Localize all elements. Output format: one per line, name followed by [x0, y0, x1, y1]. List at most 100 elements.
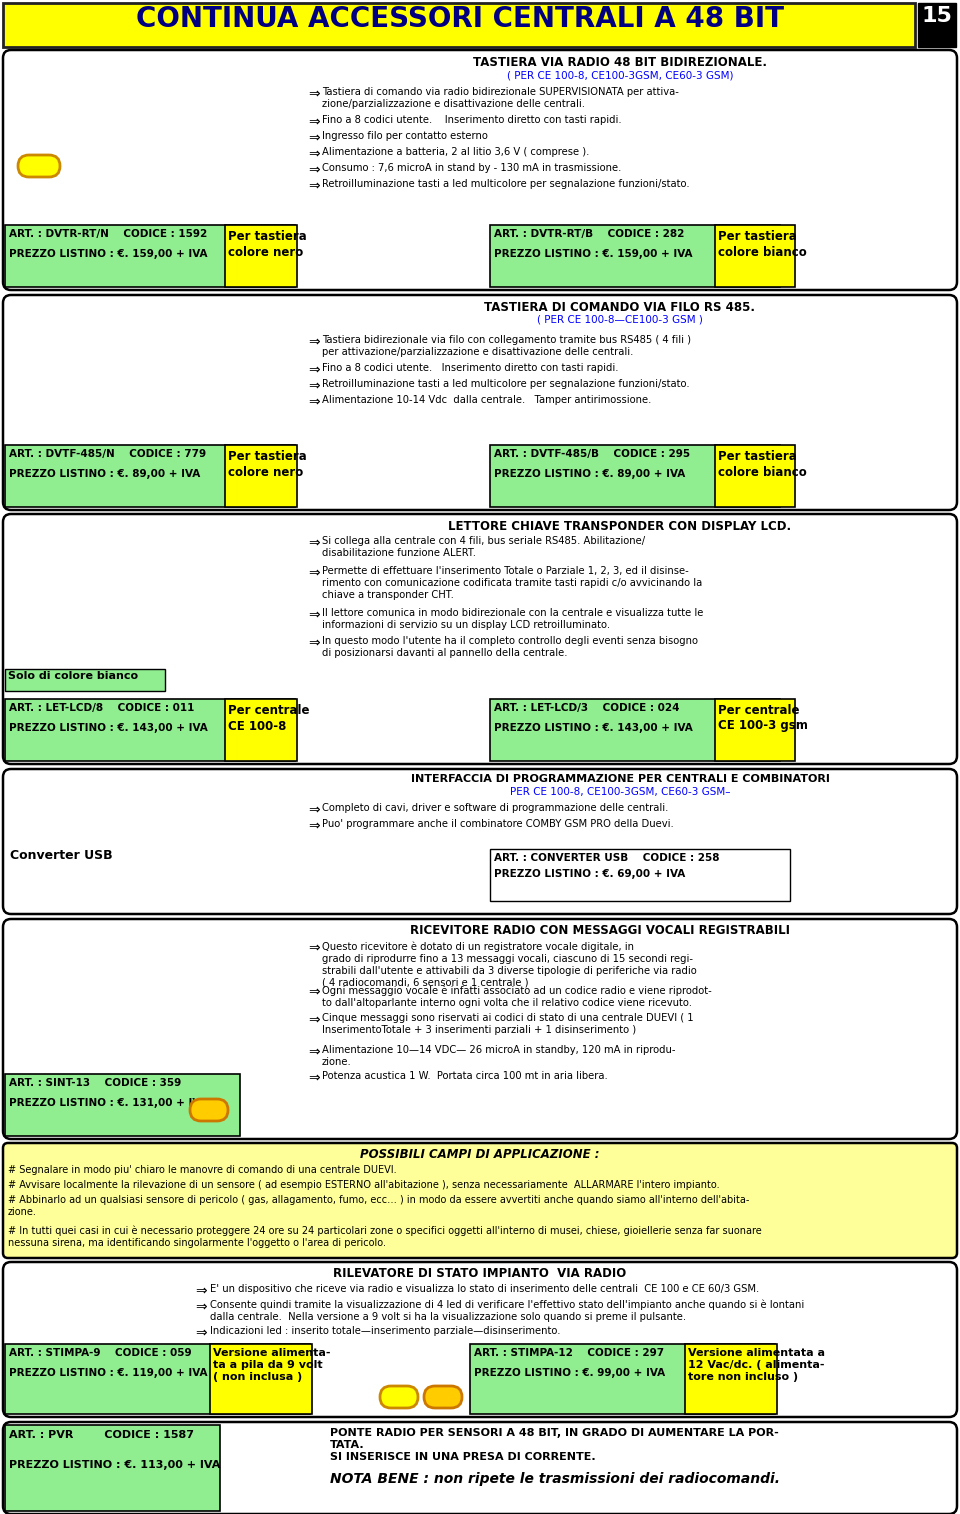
Text: ADL: ADL — [432, 1387, 454, 1397]
Text: Versione alimenta-
ta a pila da 9 volt
( non inclusa ): Versione alimenta- ta a pila da 9 volt (… — [213, 1347, 330, 1382]
Text: Retroilluminazione tasti a led multicolore per segnalazione funzioni/stato.: Retroilluminazione tasti a led multicolo… — [322, 378, 689, 389]
Text: # In tutti quei casi in cui è necessario proteggere 24 ore su 24 particolari zon: # In tutti quei casi in cui è necessario… — [8, 1225, 761, 1248]
Bar — [5, 1344, 310, 1414]
Bar — [5, 1073, 240, 1136]
Text: Converter USB: Converter USB — [10, 849, 112, 861]
Text: Tastiera bidirezionale via filo con collegamento tramite bus RS485 ( 4 fili )
pe: Tastiera bidirezionale via filo con coll… — [322, 335, 691, 357]
Text: INTERFACCIA DI PROGRAMMAZIONE PER CENTRALI E COMBINATORI: INTERFACCIA DI PROGRAMMAZIONE PER CENTRA… — [411, 774, 829, 784]
Bar — [5, 699, 295, 762]
Text: In questo modo l'utente ha il completo controllo degli eventi senza bisogno
di p: In questo modo l'utente ha il completo c… — [322, 636, 698, 659]
Text: Per tastiera
colore bianco: Per tastiera colore bianco — [718, 230, 806, 259]
Text: # Segnalare in modo piu' chiaro le manovre di comando di una centrale DUEVI.: # Segnalare in modo piu' chiaro le manov… — [8, 1164, 396, 1175]
Text: Questo ricevitore è dotato di un registratore vocale digitale, in
grado di ripro: Questo ricevitore è dotato di un registr… — [322, 942, 697, 987]
Text: Alimentazione 10-14 Vdc  dalla centrale.   Tamper antirimossione.: Alimentazione 10-14 Vdc dalla centrale. … — [322, 395, 652, 406]
Text: RILEVATORE DI STATO IMPIANTO  VIA RADIO: RILEVATORE DI STATO IMPIANTO VIA RADIO — [333, 1267, 627, 1279]
Text: ⇒: ⇒ — [308, 819, 320, 833]
Text: ⇒: ⇒ — [308, 115, 320, 129]
Text: LETTORE CHIAVE TRANSPONDER CON DISPLAY LCD.: LETTORE CHIAVE TRANSPONDER CON DISPLAY L… — [448, 519, 792, 533]
Text: Fino a 8 codici utente.    Inserimento diretto con tasti rapidi.: Fino a 8 codici utente. Inserimento dire… — [322, 115, 622, 126]
Text: TASTIERA VIA RADIO 48 BIT BIDIREZIONALE.: TASTIERA VIA RADIO 48 BIT BIDIREZIONALE. — [473, 56, 767, 70]
Text: ART. : DVTR-RT/B    CODICE : 282: ART. : DVTR-RT/B CODICE : 282 — [494, 229, 684, 239]
Text: POSSIBILI CAMPI DI APPLICAZIONE :: POSSIBILI CAMPI DI APPLICAZIONE : — [360, 1148, 600, 1161]
Text: ⇒: ⇒ — [308, 536, 320, 550]
Text: ART. : DVTF-485/N    CODICE : 779: ART. : DVTF-485/N CODICE : 779 — [9, 450, 206, 459]
Text: ⇒: ⇒ — [308, 86, 320, 101]
Bar — [490, 445, 780, 507]
Text: Alimentazione a batteria, 2 al litio 3,6 V ( comprese ).: Alimentazione a batteria, 2 al litio 3,6… — [322, 147, 589, 157]
Text: Il lettore comunica in modo bidirezionale con la centrale e visualizza tutte le
: Il lettore comunica in modo bidirezional… — [322, 609, 704, 630]
Bar — [5, 669, 165, 690]
Text: TASTIERA DI COMANDO VIA FILO RS 485.: TASTIERA DI COMANDO VIA FILO RS 485. — [485, 301, 756, 313]
Text: PREZZO LISTINO : €. 131,00 + IVA: PREZZO LISTINO : €. 131,00 + IVA — [9, 1098, 207, 1108]
Text: ⇒: ⇒ — [308, 164, 320, 177]
Bar — [470, 1344, 775, 1414]
FancyBboxPatch shape — [3, 1422, 957, 1514]
FancyBboxPatch shape — [3, 513, 957, 765]
Text: Per tastiera
colore bianco: Per tastiera colore bianco — [718, 450, 806, 478]
Bar — [685, 1344, 777, 1414]
Bar — [3, 3, 915, 47]
Text: RICEVITORE RADIO CON MESSAGGI VOCALI REGISTRABILI: RICEVITORE RADIO CON MESSAGGI VOCALI REG… — [410, 924, 790, 937]
Text: ⇒: ⇒ — [308, 179, 320, 192]
FancyBboxPatch shape — [3, 50, 957, 291]
Text: ⇒: ⇒ — [308, 609, 320, 622]
Bar — [490, 226, 780, 288]
Text: ⇒: ⇒ — [195, 1301, 206, 1314]
Text: ⇒: ⇒ — [308, 1045, 320, 1058]
Text: Cinque messaggi sono riservati ai codici di stato di una centrale DUEVI ( 1
Inse: Cinque messaggi sono riservati ai codici… — [322, 1013, 694, 1036]
Text: # Abbinarlo ad un qualsiasi sensore di pericolo ( gas, allagamento, fumo, ecc… ): # Abbinarlo ad un qualsiasi sensore di p… — [8, 1195, 750, 1217]
Text: ⇒: ⇒ — [308, 1070, 320, 1086]
Text: PREZZO LISTINO : €. 89,00 + IVA: PREZZO LISTINO : €. 89,00 + IVA — [9, 469, 201, 478]
Text: ADL: ADL — [198, 1101, 220, 1110]
Text: Versione alimentata a
12 Vac/dc. ( alimenta-
tore non incluso ): Versione alimentata a 12 Vac/dc. ( alime… — [688, 1347, 825, 1382]
Text: PREZZO LISTINO : €. 159,00 + IVA: PREZZO LISTINO : €. 159,00 + IVA — [9, 248, 207, 259]
Text: ⇒: ⇒ — [308, 636, 320, 650]
Text: ART. : LET-LCD/3    CODICE : 024: ART. : LET-LCD/3 CODICE : 024 — [494, 702, 680, 713]
Text: ART. : STIMPA-9    CODICE : 059: ART. : STIMPA-9 CODICE : 059 — [9, 1347, 192, 1358]
Text: Ogni messaggio vocale è infatti associato ad un codice radio e viene riprodot-
t: Ogni messaggio vocale è infatti associat… — [322, 986, 711, 1007]
Text: ART. : DVTR-RT/N    CODICE : 1592: ART. : DVTR-RT/N CODICE : 1592 — [9, 229, 207, 239]
Bar — [225, 226, 297, 288]
Text: Alimentazione 10—14 VDC— 26 microA in standby, 120 mA in riprodu-
zione.: Alimentazione 10—14 VDC— 26 microA in st… — [322, 1045, 676, 1067]
Text: PONTE RADIO PER SENSORI A 48 BIT, IN GRADO DI AUMENTARE LA POR-
TATA.
SI INSERIS: PONTE RADIO PER SENSORI A 48 BIT, IN GRA… — [330, 1428, 779, 1463]
Text: ⇒: ⇒ — [308, 132, 320, 145]
Text: Potenza acustica 1 W.  Portata circa 100 mt in aria libera.: Potenza acustica 1 W. Portata circa 100 … — [322, 1070, 608, 1081]
Bar — [715, 699, 795, 762]
Text: ⇒: ⇒ — [308, 335, 320, 350]
Text: ⇒: ⇒ — [308, 1013, 320, 1026]
Text: ART. : STIMPA-12    CODICE : 297: ART. : STIMPA-12 CODICE : 297 — [474, 1347, 664, 1358]
Text: ⇒: ⇒ — [308, 986, 320, 999]
Text: Si collega alla centrale con 4 fili, bus seriale RS485. Abilitazione/
disabilita: Si collega alla centrale con 4 fili, bus… — [322, 536, 645, 559]
Text: ⇒: ⇒ — [308, 802, 320, 818]
Bar — [210, 1344, 312, 1414]
FancyBboxPatch shape — [380, 1385, 418, 1408]
Bar — [5, 445, 295, 507]
Text: E' un dispositivo che riceve via radio e visualizza lo stato di inserimento dell: E' un dispositivo che riceve via radio e… — [210, 1284, 759, 1294]
Text: Solo di colore bianco: Solo di colore bianco — [8, 671, 138, 681]
FancyBboxPatch shape — [424, 1385, 462, 1408]
Text: ART. : LET-LCD/8    CODICE : 011: ART. : LET-LCD/8 CODICE : 011 — [9, 702, 194, 713]
Text: PREZZO LISTINO : €. 113,00 + IVA: PREZZO LISTINO : €. 113,00 + IVA — [9, 1459, 221, 1470]
Text: Consente quindi tramite la visualizzazione di 4 led di verificare l'effettivo st: Consente quindi tramite la visualizzazio… — [210, 1301, 804, 1323]
Text: ART. : DVTF-485/B    CODICE : 295: ART. : DVTF-485/B CODICE : 295 — [494, 450, 690, 459]
Bar — [715, 445, 795, 507]
Text: Puo' programmare anche il combinatore COMBY GSM PRO della Duevi.: Puo' programmare anche il combinatore CO… — [322, 819, 674, 830]
Bar — [5, 1425, 220, 1511]
Text: ⇒: ⇒ — [308, 395, 320, 409]
Text: ART. : CONVERTER USB    CODICE : 258: ART. : CONVERTER USB CODICE : 258 — [494, 852, 719, 863]
Text: Fino a 8 codici utente.   Inserimento diretto con tasti rapidi.: Fino a 8 codici utente. Inserimento dire… — [322, 363, 618, 372]
Bar — [225, 699, 297, 762]
FancyBboxPatch shape — [18, 154, 60, 177]
Bar — [490, 849, 790, 901]
Text: ⇒: ⇒ — [308, 378, 320, 394]
Bar — [490, 699, 780, 762]
Text: ⇒: ⇒ — [308, 363, 320, 377]
Text: ⇒: ⇒ — [308, 147, 320, 160]
Text: PREZZO LISTINO : €. 89,00 + IVA: PREZZO LISTINO : €. 89,00 + IVA — [494, 469, 685, 478]
Text: Per tastiera
colore nero: Per tastiera colore nero — [228, 230, 307, 259]
Text: Indicazioni led : inserito totale—inserimento parziale—disinserimento.: Indicazioni led : inserito totale—inseri… — [210, 1326, 561, 1335]
Text: PREZZO LISTINO : €. 143,00 + IVA: PREZZO LISTINO : €. 143,00 + IVA — [494, 724, 693, 733]
Text: Consumo : 7,6 microA in stand by - 130 mA in trasmissione.: Consumo : 7,6 microA in stand by - 130 m… — [322, 164, 621, 173]
FancyBboxPatch shape — [3, 769, 957, 914]
Text: PREZZO LISTINO : €. 69,00 + IVA: PREZZO LISTINO : €. 69,00 + IVA — [494, 869, 685, 880]
